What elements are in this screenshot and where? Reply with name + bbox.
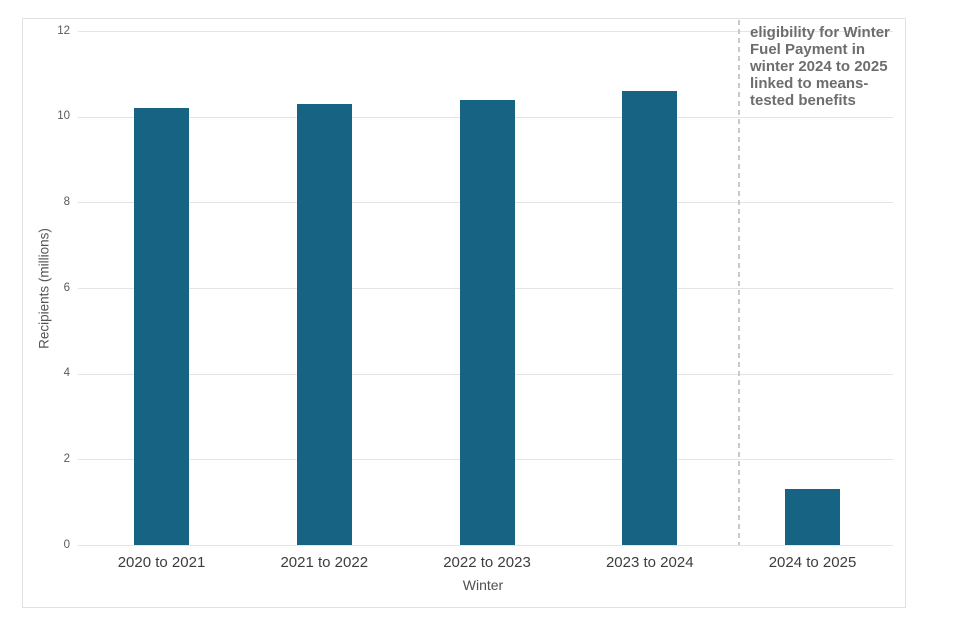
gridline-y-12: [78, 31, 893, 32]
x-tick-label-2024-to-2025: 2024 to 2025: [768, 554, 857, 571]
annotation-line: tested benefits: [750, 92, 856, 109]
y-tick-label-12: 12: [57, 24, 70, 37]
y-tick-label-2: 2: [63, 452, 70, 465]
y-axis-title: Recipients (millions): [36, 228, 52, 349]
x-axis-title: Winter: [462, 577, 504, 593]
x-tick-label-2020-to-2021: 2020 to 2021: [117, 554, 206, 571]
y-tick-label-0: 0: [63, 538, 70, 551]
bar-2020-to-2021: [134, 108, 189, 545]
y-tick-label-10: 10: [57, 110, 70, 123]
annotation-divider-dashed-line: [738, 20, 740, 545]
bar-2021-to-2022: [296, 103, 352, 545]
annotation-line: eligibility for Winter: [750, 24, 890, 41]
gridline-y-0: [78, 545, 893, 546]
y-tick-label-8: 8: [63, 195, 70, 208]
x-tick-label-2022-to-2023: 2022 to 2023: [443, 554, 531, 571]
y-tick-label-4: 4: [63, 367, 70, 380]
y-tick-label-6: 6: [63, 281, 70, 294]
bar-2022-to-2023: [459, 99, 515, 545]
annotation-line: linked to means-: [750, 75, 869, 92]
bar-2024-to-2025: [785, 489, 840, 545]
x-tick-label-2023-to-2024: 2023 to 2024: [605, 554, 694, 571]
annotation-text: eligibility for Winter Fuel Payment in win…: [750, 24, 900, 109]
x-tick-label-2021-to-2022: 2021 to 2022: [280, 554, 369, 571]
bar-2023-to-2024: [622, 90, 678, 545]
annotation-line: Fuel Payment in: [750, 41, 866, 58]
annotation-line: winter 2024 to 2025: [750, 58, 888, 75]
